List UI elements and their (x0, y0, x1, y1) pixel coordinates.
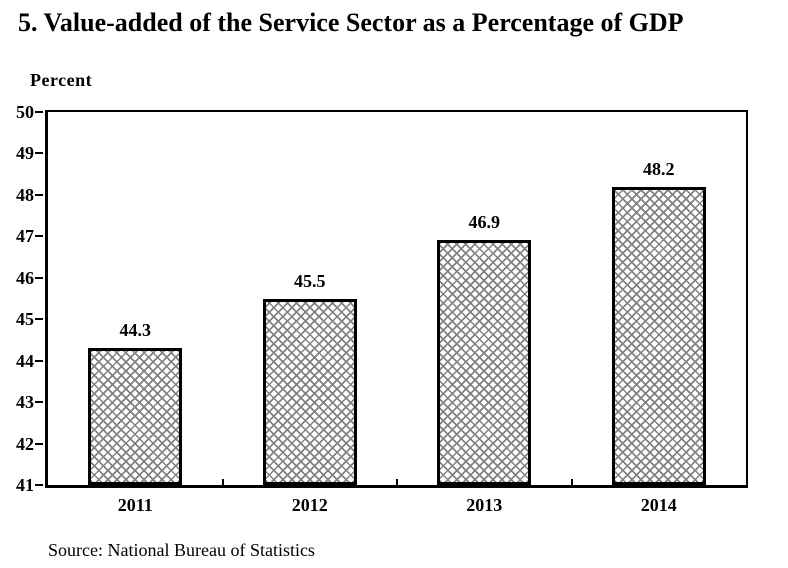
y-axis-tick-label: 46 (16, 267, 34, 288)
y-axis-tick-label: 43 (16, 392, 34, 413)
plot-area (45, 110, 748, 488)
x-axis-label: 2012 (291, 495, 328, 515)
x-axis-tick (221, 479, 224, 485)
y-axis-tick (35, 152, 43, 155)
y-axis-tick-label: 44 (16, 350, 34, 371)
bar-value-label: 48.2 (643, 158, 675, 179)
y-axis-tick-label: 42 (16, 433, 34, 454)
x-axis-label: 2014 (640, 495, 677, 515)
y-axis-tick-label: 45 (16, 309, 34, 330)
y-axis-tick (35, 235, 43, 238)
x-axis-tick (396, 479, 398, 485)
y-axis-tick (35, 484, 43, 486)
y-axis-tick-label: 41 (16, 475, 34, 495)
y-axis-tick (35, 318, 43, 321)
y-axis-tick-label: 49 (16, 143, 34, 164)
bar-2014 (611, 186, 706, 485)
bar-2013 (437, 240, 532, 485)
bar-2012 (262, 298, 357, 485)
bar-value-label: 44.3 (119, 320, 152, 341)
bar-value-label: 46.9 (468, 212, 501, 233)
chart-title: 5. Value-added of the Service Sector as … (18, 8, 684, 37)
x-axis-label: 2013 (466, 495, 503, 515)
source-note: Source: National Bureau of Statistics (48, 540, 315, 560)
y-axis-tick (35, 442, 43, 445)
y-axis-tick (35, 193, 43, 196)
x-axis-tick (570, 479, 573, 485)
y-axis-tick-label: 48 (16, 184, 34, 205)
y-axis-tick-label: 47 (16, 226, 34, 247)
y-axis-tick (35, 111, 43, 113)
bar-value-label: 45.5 (294, 270, 326, 291)
y-axis-tick-label: 50 (16, 102, 34, 122)
y-axis-title: Percent (30, 70, 93, 90)
bar-2011 (88, 348, 183, 485)
x-axis-label: 2011 (117, 495, 153, 515)
y-axis-tick (35, 401, 43, 404)
y-axis-tick (35, 359, 43, 362)
y-axis-tick (35, 276, 43, 279)
